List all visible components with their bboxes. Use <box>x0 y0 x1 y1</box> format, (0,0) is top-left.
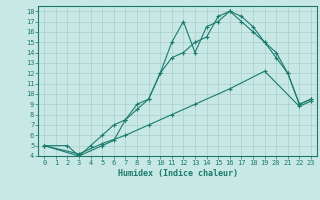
X-axis label: Humidex (Indice chaleur): Humidex (Indice chaleur) <box>118 169 238 178</box>
